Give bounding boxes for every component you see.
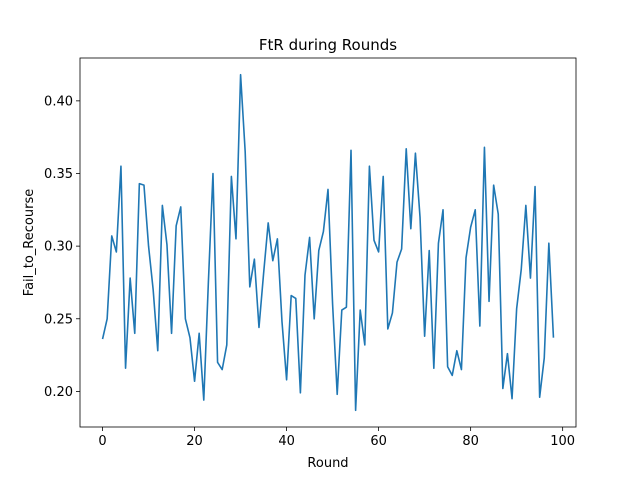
series-layer — [101, 73, 555, 412]
x-tick-label: 20 — [186, 434, 203, 449]
y-tick-label: 0.30 — [44, 240, 73, 255]
y-tick-label: 0.20 — [44, 385, 73, 400]
series-line-0 — [101, 73, 555, 412]
x-tick-label: 40 — [278, 434, 295, 449]
y-tick-label: 0.35 — [44, 167, 73, 182]
axes-frame — [79, 57, 577, 428]
chart-title: FtR during Rounds — [259, 36, 397, 54]
y-axis: 0.20 0.25 0.30 0.35 0.40 — [44, 94, 80, 400]
x-tick-label: 0 — [98, 434, 106, 449]
x-tick-label: 100 — [550, 434, 575, 449]
y-axis-label: Fail_to_Recourse — [22, 189, 37, 296]
y-tick-label: 0.40 — [44, 94, 73, 109]
x-tick-label: 80 — [462, 434, 479, 449]
x-tick-label: 60 — [370, 434, 387, 449]
y-tick-label: 0.25 — [44, 312, 73, 327]
x-axis: 0 20 40 60 80 100 — [98, 427, 575, 449]
x-axis-label: Round — [307, 456, 348, 471]
plot-area — [80, 58, 576, 427]
